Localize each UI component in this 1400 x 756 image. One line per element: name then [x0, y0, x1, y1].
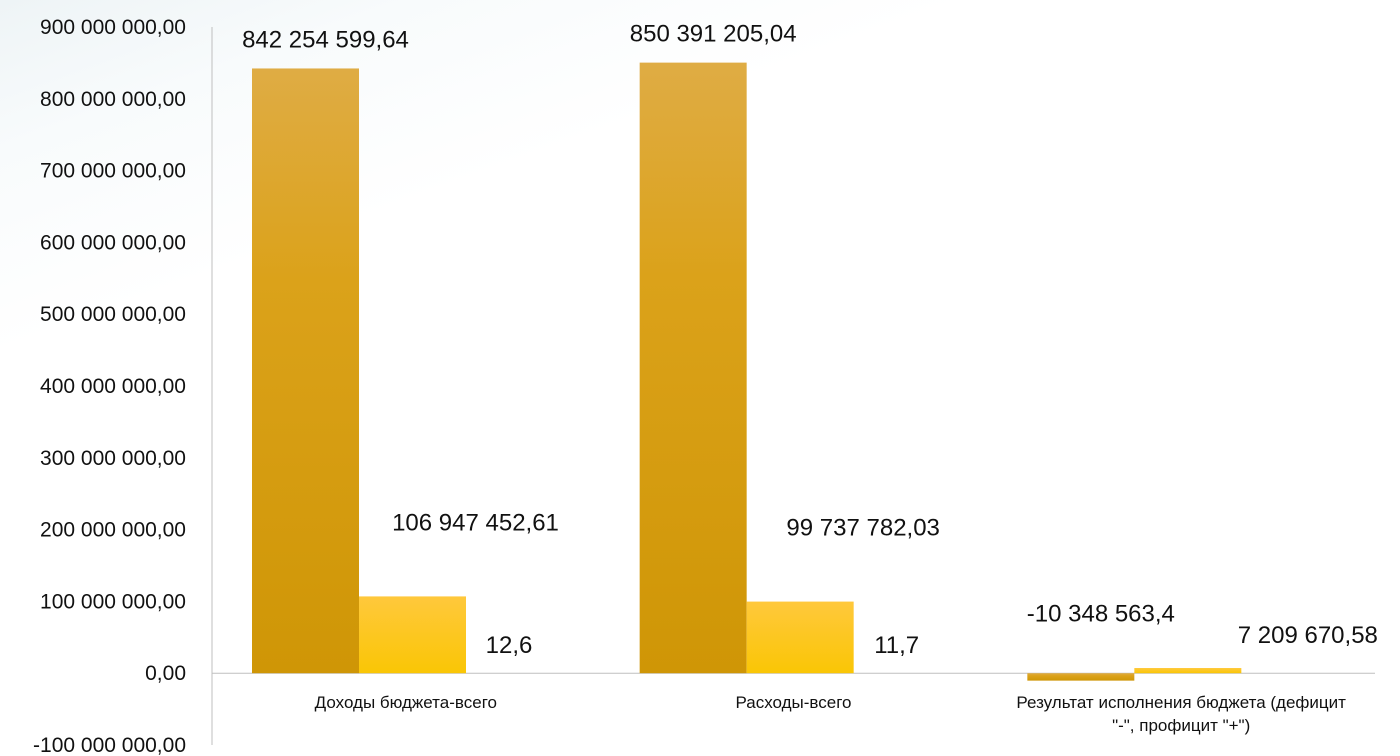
- y-tick-label: 100 000 000,00: [40, 590, 186, 613]
- y-tick-label: 800 000 000,00: [40, 88, 186, 111]
- data-label: 106 947 452,61: [392, 509, 559, 536]
- x-tick-label-line: Расходы-всего: [736, 693, 852, 712]
- y-tick-label: 500 000 000,00: [40, 303, 186, 326]
- y-tick-label: 700 000 000,00: [40, 160, 186, 183]
- y-axis: 900 000 000,00 800 000 000,00 700 000 000,…: [33, 16, 213, 756]
- data-label: 842 254 599,64: [242, 26, 409, 53]
- data-label: 99 737 782,03: [786, 515, 939, 542]
- x-tick-label-line: "-", профицит "+"): [1112, 716, 1250, 735]
- y-tick-label: 300 000 000,00: [40, 447, 186, 470]
- bar: [252, 68, 359, 674]
- data-label: 850 391 205,04: [630, 21, 797, 48]
- x-tick-label: Результат исполнения бюджета (дефицит "-"…: [1016, 693, 1346, 735]
- x-tick-label: Доходы бюджета-всего: [315, 693, 497, 712]
- bar: [359, 596, 466, 674]
- y-tick-label: 900 000 000,00: [40, 16, 186, 39]
- data-label: 7 209 670,58: [1238, 622, 1378, 649]
- x-axis: Доходы бюджета-всего Расходы-всего Результ…: [212, 672, 1375, 735]
- y-tick-label: 0,00: [145, 662, 186, 685]
- data-label: -10 348 563,4: [1027, 601, 1175, 628]
- bar: [746, 601, 854, 674]
- data-label-percent: 12,6: [486, 632, 533, 659]
- y-tick-label: -100 000 000,00: [33, 734, 186, 756]
- y-tick-label: 600 000 000,00: [40, 231, 186, 254]
- bar: [1027, 673, 1135, 681]
- bar: [1134, 668, 1242, 674]
- x-tick-label-line: Доходы бюджета-всего: [315, 693, 497, 712]
- data-label-percent: 11,7: [874, 632, 919, 659]
- bar: [639, 62, 747, 674]
- data-labels: 842 254 599,64 106 947 452,61 12,6 850 391 …: [242, 21, 1378, 660]
- y-tick-label: 400 000 000,00: [40, 375, 186, 398]
- x-tick-label: Расходы-всего: [736, 693, 852, 712]
- x-tick-label-line: Результат исполнения бюджета (дефицит: [1016, 693, 1346, 712]
- bars: [252, 62, 1242, 681]
- y-tick-label: 200 000 000,00: [40, 519, 186, 542]
